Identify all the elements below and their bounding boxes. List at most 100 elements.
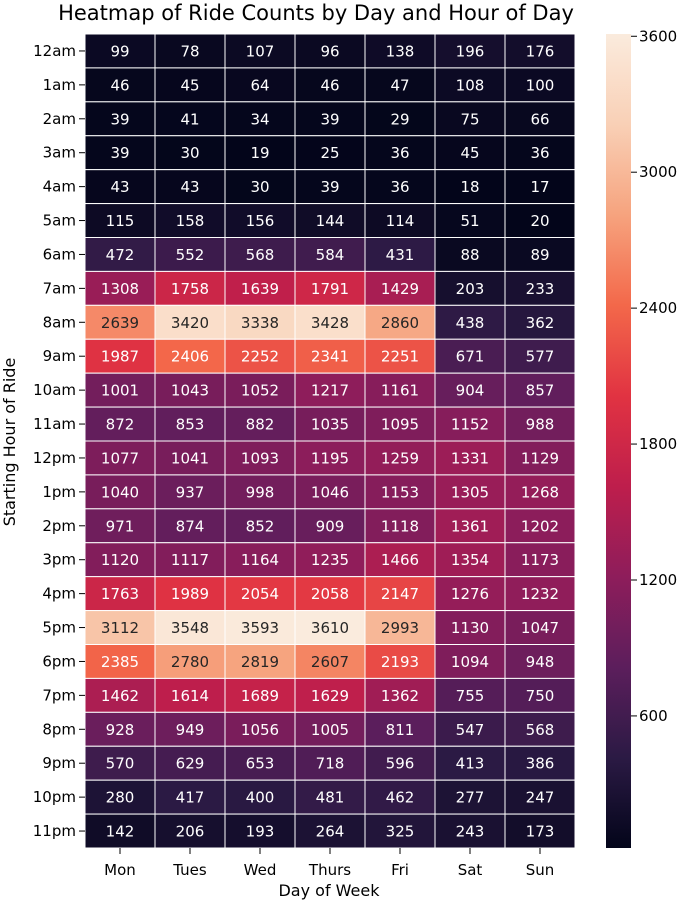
y-tick-label: 9am [43, 347, 76, 365]
cell-value-label: 1276 [451, 585, 489, 603]
colorbar-tick-label: 1800 [639, 435, 677, 453]
x-axis: Mon Tues Wed Thurs Fri Sat Sun [104, 848, 554, 879]
cell-value-label: 3548 [171, 619, 209, 637]
cell-value-label: 928 [106, 721, 135, 739]
cell-value-label: 1130 [451, 619, 489, 637]
heatmap-cell [364, 372, 436, 408]
heatmap-cell [224, 304, 296, 340]
cell-value-label: 1005 [311, 721, 349, 739]
heatmap-cell [84, 33, 156, 69]
heatmap-cell [84, 237, 156, 272]
cell-value-label: 1361 [451, 517, 489, 535]
heatmap-cell [364, 644, 436, 679]
cell-value-label: 1173 [521, 551, 559, 569]
cell-value-label: 1093 [241, 449, 279, 467]
heatmap-cell [224, 67, 296, 103]
x-tick-label: Wed [244, 861, 277, 879]
heatmap-cell [84, 610, 156, 645]
cell-value-label: 3420 [171, 314, 209, 332]
heatmap-cell [364, 203, 436, 238]
colorbar-tick-label: 2400 [639, 299, 677, 317]
cell-value-label: 36 [390, 144, 409, 162]
cell-value-label: 36 [530, 144, 549, 162]
cell-value-label: 1035 [311, 416, 349, 434]
x-tick-label: Tues [172, 861, 207, 879]
cell-value-label: 19 [250, 144, 269, 162]
heatmap-cell [434, 508, 506, 544]
heatmap-cell [504, 135, 576, 171]
cell-value-label: 2860 [381, 314, 419, 332]
cell-value-label: 1235 [311, 551, 349, 569]
cell-value-label: 2385 [101, 653, 139, 671]
y-tick-label: 5am [43, 212, 76, 230]
heatmap-cell [154, 711, 226, 747]
cell-value-label: 718 [316, 755, 345, 773]
cell-value-label: 1118 [381, 517, 419, 535]
heatmap-cell [434, 270, 506, 306]
cell-value-label: 1046 [311, 483, 349, 501]
cell-value-label: 114 [386, 212, 415, 230]
heatmap-cell [294, 474, 366, 510]
cell-value-label: 1077 [101, 449, 139, 467]
cell-value-label: 1153 [381, 483, 419, 501]
heatmap-cell [504, 338, 576, 374]
cell-value-label: 1094 [451, 653, 489, 671]
cell-value-label: 362 [526, 314, 555, 332]
cell-value-label: 18 [460, 178, 479, 196]
heatmap-cell [154, 372, 226, 408]
cell-value-label: 173 [526, 823, 555, 841]
cell-value-label: 39 [110, 144, 129, 162]
cell-value-label: 2993 [381, 619, 419, 637]
heatmap-cell [154, 135, 226, 171]
cell-value-label: 247 [526, 789, 555, 807]
heatmap-cell [434, 474, 506, 510]
cell-value-label: 115 [106, 212, 135, 230]
cell-value-label: 39 [110, 110, 129, 128]
heatmap-cell [364, 745, 436, 781]
heatmap-cell [364, 610, 436, 645]
cell-value-label: 1429 [381, 280, 419, 298]
heatmap-cell [224, 610, 296, 645]
cell-value-label: 1217 [311, 382, 349, 400]
heatmap-cell [294, 101, 366, 137]
y-tick-label: 8am [43, 313, 76, 331]
y-tick-label: 5pm [42, 619, 76, 637]
colorbar-tick-label: 600 [639, 707, 668, 725]
cell-value-label: 66 [530, 110, 549, 128]
cell-value-label: 882 [246, 416, 275, 434]
cell-value-label: 20 [530, 212, 549, 230]
heatmap-cell [224, 779, 296, 815]
heatmap-cell [504, 542, 576, 578]
cell-value-label: 852 [246, 517, 275, 535]
heatmap-cell [84, 440, 156, 476]
cell-value-label: 1152 [451, 416, 489, 434]
heatmap-cell [84, 677, 156, 713]
cell-value-label: 909 [316, 517, 345, 535]
cell-value-label: 874 [176, 517, 205, 535]
y-tick-label: 1pm [42, 483, 76, 501]
heatmap-cell [224, 169, 296, 205]
cell-value-label: 1362 [381, 687, 419, 705]
cell-value-label: 2251 [381, 348, 419, 366]
cell-value-label: 34 [250, 110, 269, 128]
heatmap-cell [364, 474, 436, 510]
cell-value-label: 156 [246, 212, 275, 230]
x-tick-label: Fri [391, 861, 409, 879]
heatmap-cell [364, 237, 436, 272]
cell-value-label: 1129 [521, 449, 559, 467]
heatmap-cell [504, 237, 576, 272]
heatmap-cell [294, 745, 366, 781]
heatmap-cell [84, 576, 156, 612]
heatmap-cell [84, 406, 156, 442]
heatmap-cell [224, 542, 296, 578]
cell-value-label: 3338 [241, 314, 279, 332]
heatmap-cell [434, 677, 506, 713]
cell-value-label: 25 [320, 144, 339, 162]
cell-value-label: 47 [390, 76, 409, 94]
x-tick-label: Sat [458, 861, 483, 879]
cell-value-label: 1305 [451, 483, 489, 501]
heatmap-cell [504, 813, 576, 849]
heatmap-cell [154, 101, 226, 137]
heatmap-cell [84, 779, 156, 815]
